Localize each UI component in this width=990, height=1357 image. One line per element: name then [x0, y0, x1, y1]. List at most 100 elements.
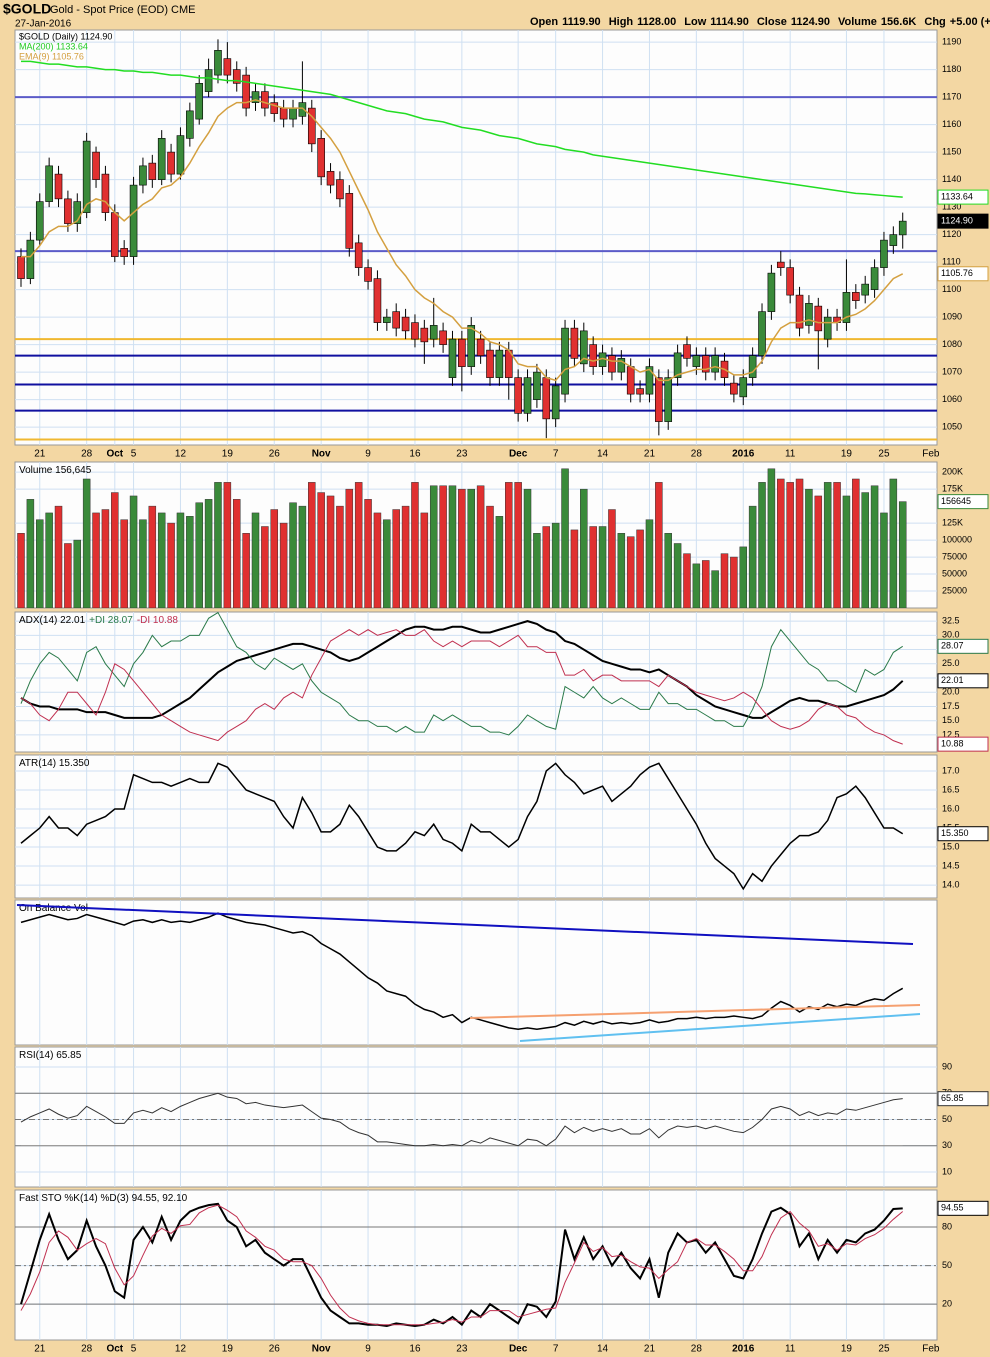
candle-body — [148, 162, 157, 180]
volume-bar — [157, 512, 166, 608]
candle-body — [157, 138, 166, 180]
y-tick-label: 90 — [942, 1061, 952, 1071]
volume-bar — [561, 468, 569, 608]
candle-body — [223, 58, 232, 76]
plot — [20, 1092, 903, 1147]
candle-body — [364, 267, 372, 282]
candle-body — [814, 305, 823, 332]
y-tick-label: 1140 — [942, 174, 961, 184]
x-tick-label: 25 — [878, 449, 890, 460]
volume-bar — [429, 485, 438, 608]
x-tick-label: 25 — [878, 1344, 890, 1355]
candle-body — [655, 377, 663, 422]
y-tick-label: 25.0 — [942, 658, 960, 668]
legend: ATR(14) 15.350 — [19, 758, 90, 769]
volume-bar — [54, 505, 63, 608]
volume-bar — [664, 533, 672, 608]
volume-bar — [898, 501, 907, 608]
quote-name: Open — [530, 16, 558, 28]
quote-value: 156.6K — [881, 16, 917, 28]
plot — [15, 39, 937, 441]
volume-bar — [439, 485, 447, 608]
value-tag-label: 1133.64 — [941, 191, 973, 201]
value-tag-label: 156645 — [941, 496, 971, 506]
x-tick-label: 9 — [365, 449, 371, 460]
candle-body — [730, 382, 738, 395]
volume-bar — [45, 512, 53, 608]
candle-body — [392, 311, 401, 329]
legend-entry: +DI 28.07 — [89, 615, 133, 626]
x-tick-label: Dec — [509, 1344, 528, 1355]
candle-body — [345, 193, 354, 249]
x-end-label: Feb — [922, 1344, 940, 1355]
y-tick-label: 1050 — [942, 421, 962, 431]
candle-body — [176, 135, 185, 175]
candle-body — [533, 371, 541, 400]
candle-body — [336, 179, 344, 200]
candle-body — [861, 283, 870, 296]
candle-body — [786, 267, 794, 296]
value-tag-label: 94.55 — [941, 1203, 964, 1213]
candle-body — [373, 278, 382, 323]
candle-body — [101, 173, 110, 213]
y-tick-label: 1070 — [942, 366, 962, 376]
volume-bar — [870, 485, 879, 608]
candle-body — [852, 292, 860, 301]
volume-bar — [608, 509, 616, 608]
candle-body — [870, 267, 879, 290]
volume-bar — [73, 539, 82, 608]
y-tick-label: 125K — [942, 517, 963, 527]
volume-bar — [82, 478, 91, 608]
volume-bar — [683, 553, 691, 608]
x-tick-label: 7 — [553, 449, 559, 460]
obv-trendlines — [16, 904, 921, 1042]
quote-value: 1128.00 — [637, 16, 676, 28]
x-tick-label: 19 — [841, 1344, 853, 1355]
volume-bar — [476, 485, 485, 608]
volume-bar — [720, 553, 729, 608]
value-tag — [937, 638, 989, 654]
candle-body — [673, 352, 682, 378]
candle-body — [111, 212, 119, 257]
candle-body — [523, 377, 532, 414]
y-tick-label: 10 — [942, 1166, 952, 1176]
y-tick-label: 20 — [942, 1299, 952, 1309]
candle-body — [129, 184, 138, 257]
candle-body — [608, 355, 616, 373]
y-tick-label: 15.0 — [942, 715, 960, 725]
volume-bar — [401, 505, 410, 608]
volume-bar — [636, 529, 644, 608]
y-tick-label: 100000 — [942, 534, 972, 544]
candle-body — [514, 377, 522, 414]
x-tick-label: 5 — [131, 1344, 137, 1355]
candle-body — [82, 140, 91, 213]
volume-bar — [523, 488, 532, 608]
legend: RSI(14) 65.85 — [19, 1050, 82, 1061]
volume-bar — [279, 522, 288, 608]
x-tick-label: 26 — [269, 1344, 281, 1355]
candle-body — [570, 327, 579, 359]
volume-bar — [148, 505, 157, 608]
volume-bar — [626, 536, 635, 608]
volume-bar — [186, 516, 194, 608]
x-tick-label: Oct — [106, 449, 123, 460]
quote-value: 1114.90 — [710, 16, 749, 28]
y-tick-label: 1150 — [942, 146, 961, 156]
volume-bar — [805, 488, 813, 608]
series-line — [20, 762, 904, 891]
candle-body — [898, 220, 907, 236]
value-tag — [937, 826, 989, 842]
volume-bar — [861, 492, 869, 608]
x-tick-label: 21 — [644, 1344, 656, 1355]
volume-bar — [270, 509, 279, 608]
volume-bar — [326, 495, 335, 608]
y-tick-label: 175K — [942, 484, 963, 494]
volume-bar — [814, 495, 823, 608]
quote-value: +5.00 (+0.45%) — [950, 16, 990, 28]
volume-bar — [786, 482, 794, 608]
volume-bar — [242, 533, 250, 608]
volume-bar — [251, 512, 260, 608]
candle-body — [317, 138, 325, 178]
candle-body — [645, 366, 654, 395]
volume-bar — [739, 546, 748, 608]
